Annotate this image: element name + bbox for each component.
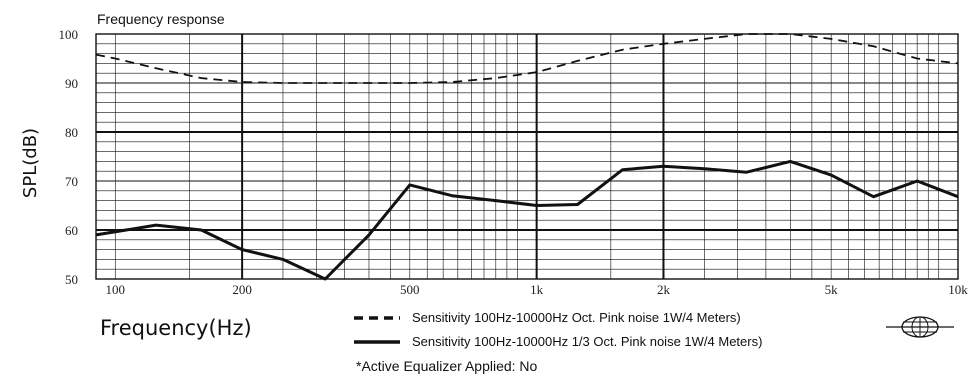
y-tick-label: 90 bbox=[65, 76, 78, 91]
series-line-dashed bbox=[95, 33, 959, 84]
series-line-solid bbox=[95, 159, 959, 281]
x-axis-label: Frequency(Hz) bbox=[100, 316, 252, 340]
minor-gridlines bbox=[96, 34, 958, 279]
y-axis-label: SPL(dB) bbox=[20, 128, 41, 198]
y-tick-label: 60 bbox=[65, 223, 78, 238]
chart-title: Frequency response bbox=[97, 11, 225, 27]
major-gridlines bbox=[96, 34, 958, 279]
globe-logo-icon bbox=[886, 316, 954, 338]
plot-frame bbox=[95, 33, 959, 280]
x-tick-label: 1k bbox=[530, 282, 544, 297]
y-tick-label: 50 bbox=[65, 272, 78, 287]
legend-label-dashed: Sensitivity 100Hz-10000Hz Oct. Pink nois… bbox=[412, 310, 741, 325]
x-tick-label: 500 bbox=[400, 282, 420, 297]
x-tick-label: 5k bbox=[825, 282, 839, 297]
series-layer bbox=[95, 33, 959, 281]
x-tick-labels: 100 200 500 1k 2k 5k 10k bbox=[106, 282, 969, 297]
x-tick-label: 10k bbox=[948, 282, 968, 297]
y-tick-label: 80 bbox=[65, 125, 78, 140]
x-tick-label: 100 bbox=[106, 282, 126, 297]
y-tick-label: 100 bbox=[59, 27, 79, 42]
y-tick-labels: 50 60 70 80 90 100 bbox=[59, 27, 79, 287]
legend: Sensitivity 100Hz-10000Hz Oct. Pink nois… bbox=[354, 310, 762, 349]
x-tick-label: 200 bbox=[232, 282, 252, 297]
equalizer-note: *Active Equalizer Applied: No bbox=[356, 358, 538, 374]
legend-label-solid: Sensitivity 100Hz-10000Hz 1/3 Oct. Pink … bbox=[412, 334, 762, 349]
y-tick-label: 70 bbox=[65, 174, 78, 189]
x-tick-label: 2k bbox=[657, 282, 671, 297]
